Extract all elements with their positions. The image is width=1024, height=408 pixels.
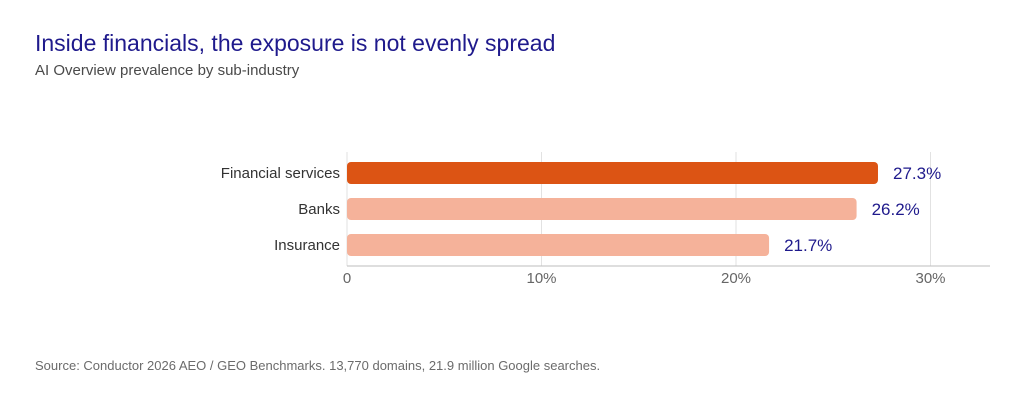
value-label: 27.3% <box>893 164 941 183</box>
x-tick-label: 10% <box>526 270 556 287</box>
value-label: 26.2% <box>872 200 920 219</box>
chart-subtitle: AI Overview prevalence by sub-industry <box>35 62 300 79</box>
category-label: Banks <box>298 201 340 218</box>
labels: 0 10% 20% 30% Financial services 27.3% Banks 26… <box>221 164 946 287</box>
category-label: Insurance <box>274 237 340 254</box>
source-note: Source: Conductor 2026 AEO / GEO Benchma… <box>35 358 601 373</box>
category-label: Financial services <box>221 165 340 182</box>
x-tick-label: 0 <box>343 270 351 287</box>
bar-insurance <box>347 234 770 256</box>
bar-financial-services <box>347 162 878 184</box>
chart-title: Inside financials, the exposure is not e… <box>35 30 556 56</box>
bar-banks <box>347 198 857 220</box>
value-label: 21.7% <box>784 236 832 255</box>
x-tick-label: 20% <box>721 270 751 287</box>
x-tick-label: 30% <box>915 270 945 287</box>
bars <box>347 162 878 256</box>
